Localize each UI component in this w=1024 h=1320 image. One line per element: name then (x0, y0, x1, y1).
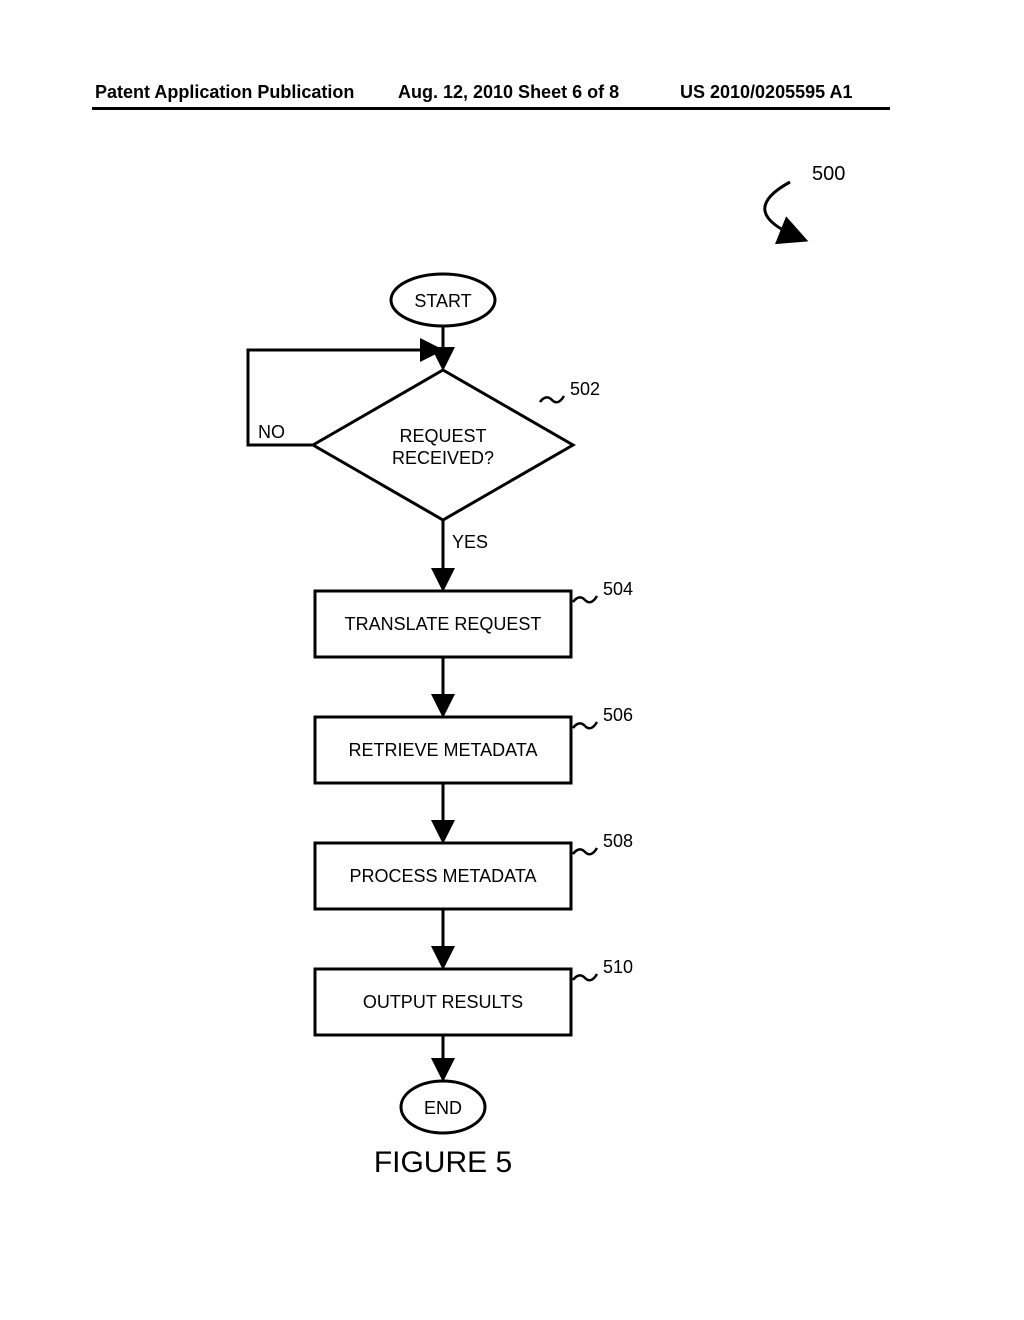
figure-number-label: 500 (812, 163, 845, 185)
process-label: PROCESS METADATA (349, 866, 536, 886)
yes-label: YES (452, 532, 488, 552)
ref-510-label: 510 (603, 957, 633, 977)
ref-502-label: 502 (570, 379, 600, 399)
ref-510: 510 (573, 957, 633, 980)
process-node: PROCESS METADATA (315, 843, 571, 909)
figure-number-leader: 500 (765, 163, 846, 238)
retrieve-node: RETRIEVE METADATA (315, 717, 571, 783)
ref-508: 508 (573, 831, 633, 854)
translate-label: TRANSLATE REQUEST (345, 614, 542, 634)
output-label: OUTPUT RESULTS (363, 992, 523, 1012)
ref-508-label: 508 (603, 831, 633, 851)
end-label: END (424, 1098, 462, 1118)
start-label: START (414, 291, 471, 311)
output-node: OUTPUT RESULTS (315, 969, 571, 1035)
retrieve-label: RETRIEVE METADATA (348, 740, 537, 760)
decision-node: REQUEST RECEIVED? (313, 370, 573, 520)
ref-504-label: 504 (603, 579, 633, 599)
decision-label-2: RECEIVED? (392, 448, 494, 468)
figure-title: FIGURE 5 (374, 1146, 512, 1179)
translate-node: TRANSLATE REQUEST (315, 591, 571, 657)
ref-506: 506 (573, 705, 633, 728)
ref-504: 504 (573, 579, 633, 602)
page: Patent Application Publication Aug. 12, … (0, 0, 1024, 1320)
no-label: NO (258, 422, 285, 442)
flowchart-svg: 500 START REQUEST RECEIVED? 502 NO YES (0, 0, 1024, 1320)
decision-label-1: REQUEST (399, 426, 486, 446)
start-node: START (391, 274, 495, 326)
ref-502: 502 (540, 379, 600, 402)
end-node: END (401, 1081, 485, 1133)
ref-506-label: 506 (603, 705, 633, 725)
